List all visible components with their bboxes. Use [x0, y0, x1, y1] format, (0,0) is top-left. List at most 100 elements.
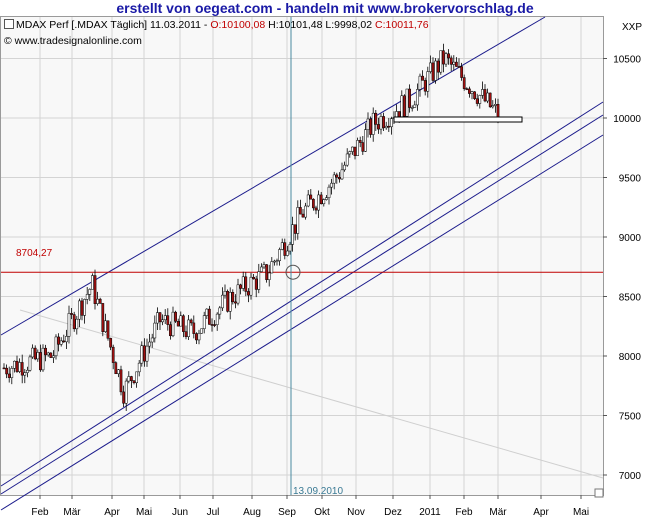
candle-body [176, 321, 180, 327]
candle-body [494, 104, 497, 106]
candle-body [382, 116, 385, 129]
x-tick-label: Feb [31, 507, 49, 518]
candle-body [455, 61, 458, 67]
candle-body [462, 77, 466, 89]
header-checkbox[interactable] [4, 19, 14, 29]
candle-body [364, 129, 367, 152]
x-tick-label: Nov [347, 507, 365, 518]
candle-body [395, 111, 398, 118]
candle-body [75, 318, 79, 330]
candle-body [408, 88, 411, 108]
candle-body [96, 298, 99, 304]
candle-body [434, 60, 437, 81]
candle-body [148, 341, 151, 347]
candle-body [111, 346, 115, 363]
y-axis-area [604, 16, 650, 496]
candle-body [231, 292, 235, 303]
candle-body [351, 146, 354, 152]
candle-body [140, 345, 144, 364]
candle-body [457, 66, 461, 68]
candle-body [161, 319, 164, 323]
candle-body [83, 299, 86, 316]
candle-body [137, 362, 141, 373]
candle-body [70, 313, 73, 315]
candle-body [483, 89, 487, 102]
candle-body [197, 332, 201, 341]
copyright-text: © www.tradesignalonline.com [4, 35, 142, 47]
candle-body [343, 164, 346, 171]
candle-body [93, 275, 97, 304]
candle-body [374, 112, 378, 125]
instrument-label: MDAX Perf [.MDAX Täglich] 11.03.2011 - [16, 19, 208, 31]
candle-body [486, 92, 489, 102]
candle-body [130, 376, 133, 381]
candle-body [205, 308, 209, 316]
candle-body [423, 80, 427, 92]
candle-body [184, 331, 188, 337]
candle-body [431, 62, 435, 81]
candle-body [174, 311, 177, 322]
candle-body [200, 328, 203, 334]
candle-body [291, 224, 294, 245]
candle-body [348, 151, 352, 155]
candle-body [44, 347, 47, 356]
candle-body [299, 207, 302, 215]
y-tick-label: 7500 [619, 412, 642, 423]
candle-body [267, 272, 271, 280]
candle-body [257, 271, 261, 290]
candle-body [31, 347, 34, 358]
candle-body [338, 177, 341, 180]
breakout-circle [285, 264, 301, 280]
x-tick-label: Dez [384, 507, 402, 518]
candle-body [18, 362, 21, 372]
candle-body [470, 91, 474, 94]
candle-body [387, 125, 391, 128]
candle-body [340, 169, 344, 180]
candle-body [104, 320, 107, 332]
candle-body [286, 250, 289, 256]
candle-body [122, 391, 125, 404]
candle-body [223, 290, 227, 296]
candle-body [288, 244, 292, 252]
candle-body [426, 71, 430, 92]
candle-body [327, 186, 331, 198]
candle-body [171, 311, 175, 337]
candle-body [468, 88, 471, 94]
candle-body [36, 352, 40, 360]
x-tick-label: Mär [489, 507, 507, 518]
candle-body [421, 75, 424, 81]
candle-body [306, 194, 310, 207]
candle-body [114, 362, 118, 375]
candle-body [143, 345, 146, 362]
candle-body [106, 320, 110, 339]
candle-body [436, 60, 440, 73]
candle-body [478, 95, 482, 104]
candle-body [239, 284, 242, 289]
candle-body [59, 340, 63, 345]
candle-body [314, 207, 318, 211]
channel-line [0, 101, 604, 487]
candle-body [252, 276, 255, 280]
candle-body [7, 373, 11, 378]
candle-body [41, 347, 45, 371]
candle-body [124, 380, 128, 404]
candle-body [325, 197, 328, 200]
candle-body [301, 213, 305, 218]
x-tick-label: Jul [207, 507, 220, 518]
y-tick-label: 10000 [613, 114, 641, 125]
y-tick-label: 8500 [619, 293, 642, 304]
candle-body [166, 315, 170, 325]
candle-body [260, 266, 263, 272]
candle-body [67, 313, 71, 337]
candle-body [400, 95, 404, 117]
candle-body [221, 294, 224, 309]
candle-body [371, 112, 375, 135]
candle-body [465, 88, 469, 90]
candle-body [330, 182, 333, 188]
candle-body [202, 315, 206, 330]
candle-body [195, 333, 198, 341]
candle-body [356, 140, 359, 156]
candle-body [335, 174, 339, 178]
candle-body [13, 360, 16, 369]
